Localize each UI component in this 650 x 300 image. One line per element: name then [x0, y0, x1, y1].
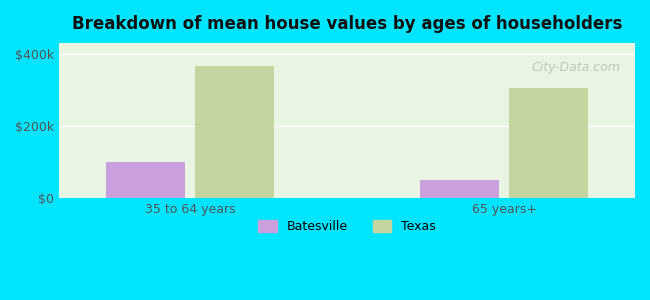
Bar [421, 180, 499, 198]
Title: Breakdown of mean house values by ages of householders: Breakdown of mean house values by ages o… [72, 15, 622, 33]
Text: City-Data.com: City-Data.com [531, 61, 620, 74]
Bar [510, 88, 588, 198]
Legend: Batesville, Texas: Batesville, Texas [253, 215, 441, 238]
Bar [195, 66, 274, 198]
Bar [106, 162, 185, 198]
